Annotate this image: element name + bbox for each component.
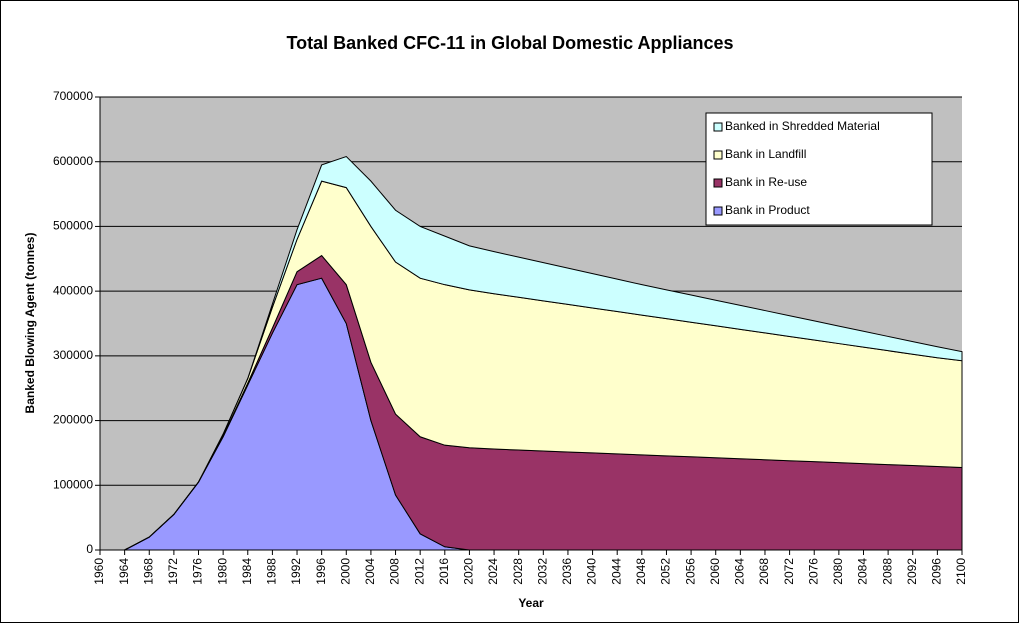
legend-swatch (713, 206, 723, 216)
y-tick-label: 300000 (53, 348, 93, 362)
x-tick-label: 2060 (708, 558, 722, 585)
chart-title: Total Banked CFC-11 in Global Domestic A… (286, 33, 733, 53)
legend-label: Bank in Landfill (725, 147, 806, 161)
x-tick-label: 2028 (511, 558, 525, 585)
x-tick-label: 2056 (683, 558, 697, 585)
legend-box (705, 112, 933, 226)
x-tick-label: 1988 (265, 558, 279, 585)
x-tick-label: 2024 (486, 558, 500, 585)
y-tick-label: 700000 (53, 89, 93, 103)
legend-swatch (713, 178, 723, 188)
x-tick-label: 2012 (412, 558, 426, 585)
x-tick-label: 2052 (659, 558, 673, 585)
y-axis-label: Banked Blowing Agent (tonnes) (23, 233, 37, 414)
legend-swatch (713, 122, 723, 132)
x-tick-label: 2032 (535, 558, 549, 585)
x-tick-label: 1980 (215, 558, 229, 585)
x-tick-label: 2080 (831, 558, 845, 585)
x-tick-label: 2040 (585, 558, 599, 585)
x-tick-label: 2004 (363, 558, 377, 585)
x-tick-label: 2092 (905, 558, 919, 585)
x-tick-label: 2044 (609, 558, 623, 585)
legend-swatch (713, 150, 723, 160)
legend-label: Bank in Re-use (725, 175, 807, 189)
y-tick-label: 600000 (53, 154, 93, 168)
x-axis-label: Year (518, 596, 544, 610)
x-tick-label: 2036 (560, 558, 574, 585)
x-tick-label: 2076 (806, 558, 820, 585)
x-tick-label: 2088 (880, 558, 894, 585)
y-tick-label: 400000 (53, 283, 93, 297)
x-tick-label: 1964 (117, 558, 131, 585)
x-tick-label: 1992 (289, 558, 303, 585)
x-tick-label: 2068 (757, 558, 771, 585)
x-tick-label: 2072 (782, 558, 796, 585)
x-tick-label: 2084 (856, 558, 870, 585)
x-tick-label: 1960 (92, 558, 106, 585)
x-tick-label: 2100 (954, 558, 968, 585)
x-tick-label: 1984 (240, 558, 254, 585)
x-tick-label: 2020 (462, 558, 476, 585)
x-tick-label: 1996 (314, 558, 328, 585)
x-tick-label: 2000 (338, 558, 352, 585)
y-tick-label: 500000 (53, 219, 93, 233)
x-tick-label: 2096 (930, 558, 944, 585)
area (100, 155, 963, 551)
x-tick-label: 2016 (437, 558, 451, 585)
y-tick-label: 200000 (53, 413, 93, 427)
x-tick-label: 1968 (141, 558, 155, 585)
x-tick-label: 2064 (733, 558, 747, 585)
x-tick-label: 1976 (191, 558, 205, 585)
legend-label: Bank in Product (725, 203, 810, 217)
x-tick-label: 2048 (634, 558, 648, 585)
y-tick-label: 0 (86, 542, 93, 556)
x-tick-label: 2008 (388, 558, 402, 585)
x-tick-label: 1972 (166, 558, 180, 585)
legend-label: Banked in Shredded Material (725, 119, 880, 133)
y-tick-label: 100000 (53, 477, 93, 491)
